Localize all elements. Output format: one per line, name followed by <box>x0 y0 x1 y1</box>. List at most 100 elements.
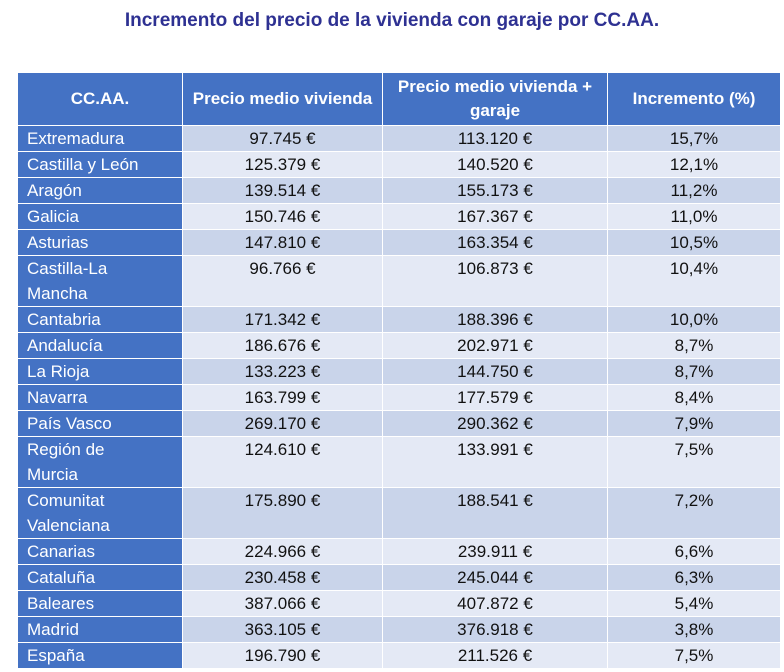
value-cell: 139.514 € <box>182 177 383 204</box>
region-cell: Castilla y León <box>17 151 183 178</box>
value-cell: 150.746 € <box>182 203 383 230</box>
value-cell: 196.790 € <box>182 642 383 669</box>
value-cell: 8,4% <box>607 384 781 411</box>
region-cell: Castilla-La Mancha <box>17 255 183 307</box>
value-cell: 8,7% <box>607 332 781 359</box>
value-cell: 163.354 € <box>382 229 608 256</box>
region-cell: La Rioja <box>17 358 183 385</box>
value-cell: 133.991 € <box>382 436 608 488</box>
value-cell: 202.971 € <box>382 332 608 359</box>
region-cell: Andalucía <box>17 332 183 359</box>
table-row: Madrid 363.105 €376.918 €3,8% <box>17 616 781 643</box>
value-cell: 106.873 € <box>382 255 608 307</box>
value-cell: 177.579 € <box>382 384 608 411</box>
value-cell: 8,7% <box>607 358 781 385</box>
region-cell: Comunitat Valenciana <box>17 487 183 539</box>
header-cell: CC.AA. <box>17 72 183 126</box>
region-cell: Cantabria <box>17 306 183 333</box>
title: Incremento del precio de la vivienda con… <box>124 10 660 31</box>
value-cell: 6,3% <box>607 564 781 591</box>
table-row: Cantabria 171.342 €188.396 €10,0% <box>17 306 781 333</box>
region-cell: Asturias <box>17 229 183 256</box>
value-cell: 10,5% <box>607 229 781 256</box>
region-cell: Baleares <box>17 590 183 617</box>
region-cell: Galicia <box>17 203 183 230</box>
value-cell: 10,0% <box>607 306 781 333</box>
region-cell: España <box>17 642 183 669</box>
table-row: Asturias 147.810 €163.354 €10,5% <box>17 229 781 256</box>
value-cell: 10,4% <box>607 255 781 307</box>
table-row: La Rioja 133.223 €144.750 €8,7% <box>17 358 781 385</box>
value-cell: 125.379 € <box>182 151 383 178</box>
header-row: CC.AA. Precio medio vivienda Precio medio … <box>17 72 781 126</box>
value-cell: 167.367 € <box>382 203 608 230</box>
region-cell: Extremadura <box>17 125 183 152</box>
value-cell: 11,0% <box>607 203 781 230</box>
value-cell: 113.120 € <box>382 125 608 152</box>
table-row: Canarias 224.966 €239.911 €6,6% <box>17 538 781 565</box>
region-cell: País Vasco <box>17 410 183 437</box>
value-cell: 96.766 € <box>182 255 383 307</box>
region-cell: Canarias <box>17 538 183 565</box>
value-cell: 133.223 € <box>182 358 383 385</box>
value-cell: 290.362 € <box>382 410 608 437</box>
value-cell: 363.105 € <box>182 616 383 643</box>
value-cell: 144.750 € <box>382 358 608 385</box>
region-cell: Región de Murcia <box>17 436 183 488</box>
value-cell: 245.044 € <box>382 564 608 591</box>
value-cell: 376.918 € <box>382 616 608 643</box>
value-cell: 224.966 € <box>182 538 383 565</box>
region-cell: Madrid <box>17 616 183 643</box>
value-cell: 7,2% <box>607 487 781 539</box>
value-cell: 387.066 € <box>182 590 383 617</box>
value-cell: 15,7% <box>607 125 781 152</box>
header-cell: Precio medio vivienda <box>182 72 383 126</box>
value-cell: 155.173 € <box>382 177 608 204</box>
table-row: España 196.790 €211.526 €7,5% <box>17 642 781 669</box>
value-cell: 239.911 € <box>382 538 608 565</box>
table-header: CC.AA. Precio medio vivienda Precio medio … <box>17 72 781 126</box>
value-cell: 188.396 € <box>382 306 608 333</box>
value-cell: 175.890 € <box>182 487 383 539</box>
table-row: Comunitat Valenciana 175.890 €188.541 €7,… <box>17 487 781 539</box>
value-cell: 147.810 € <box>182 229 383 256</box>
table-body: Extremadura 97.745 €113.120 €15,7% Castill… <box>17 125 781 669</box>
table-row: Cataluña 230.458 €245.044 €6,3% <box>17 564 781 591</box>
value-cell: 7,9% <box>607 410 781 437</box>
region-cell: Cataluña <box>17 564 183 591</box>
table-row: Baleares 387.066 €407.872 €5,4% <box>17 590 781 617</box>
value-cell: 230.458 € <box>182 564 383 591</box>
price-table: CC.AA. Precio medio vivienda Precio medio … <box>17 72 781 669</box>
value-cell: 12,1% <box>607 151 781 178</box>
value-cell: 7,5% <box>607 436 781 488</box>
table-row: Castilla y León 125.379 €140.520 €12,1% <box>17 151 781 178</box>
value-cell: 140.520 € <box>382 151 608 178</box>
value-cell: 211.526 € <box>382 642 608 669</box>
table-row: Extremadura 97.745 €113.120 €15,7% <box>17 125 781 152</box>
value-cell: 188.541 € <box>382 487 608 539</box>
value-cell: 269.170 € <box>182 410 383 437</box>
table-row: Navarra 163.799 €177.579 €8,4% <box>17 384 781 411</box>
header-cell: Precio medio vivienda + garaje <box>382 72 608 126</box>
value-cell: 11,2% <box>607 177 781 204</box>
region-cell: Aragón <box>17 177 183 204</box>
value-cell: 3,8% <box>607 616 781 643</box>
header-cell: Incremento (%) <box>607 72 781 126</box>
value-cell: 163.799 € <box>182 384 383 411</box>
value-cell: 97.745 € <box>182 125 383 152</box>
value-cell: 7,5% <box>607 642 781 669</box>
table-row: Aragón 139.514 €155.173 €11,2% <box>17 177 781 204</box>
table-row: Castilla-La Mancha 96.766 €106.873 €10,4% <box>17 255 781 307</box>
value-cell: 5,4% <box>607 590 781 617</box>
value-cell: 6,6% <box>607 538 781 565</box>
table-row: Andalucía 186.676 €202.971 €8,7% <box>17 332 781 359</box>
value-cell: 171.342 € <box>182 306 383 333</box>
table-row: Galicia 150.746 €167.367 €11,0% <box>17 203 781 230</box>
value-cell: 407.872 € <box>382 590 608 617</box>
region-cell: Navarra <box>17 384 183 411</box>
value-cell: 124.610 € <box>182 436 383 488</box>
value-cell: 186.676 € <box>182 332 383 359</box>
table-row: Región de Murcia 124.610 €133.991 €7,5% <box>17 436 781 488</box>
table-row: País Vasco 269.170 €290.362 €7,9% <box>17 410 781 437</box>
